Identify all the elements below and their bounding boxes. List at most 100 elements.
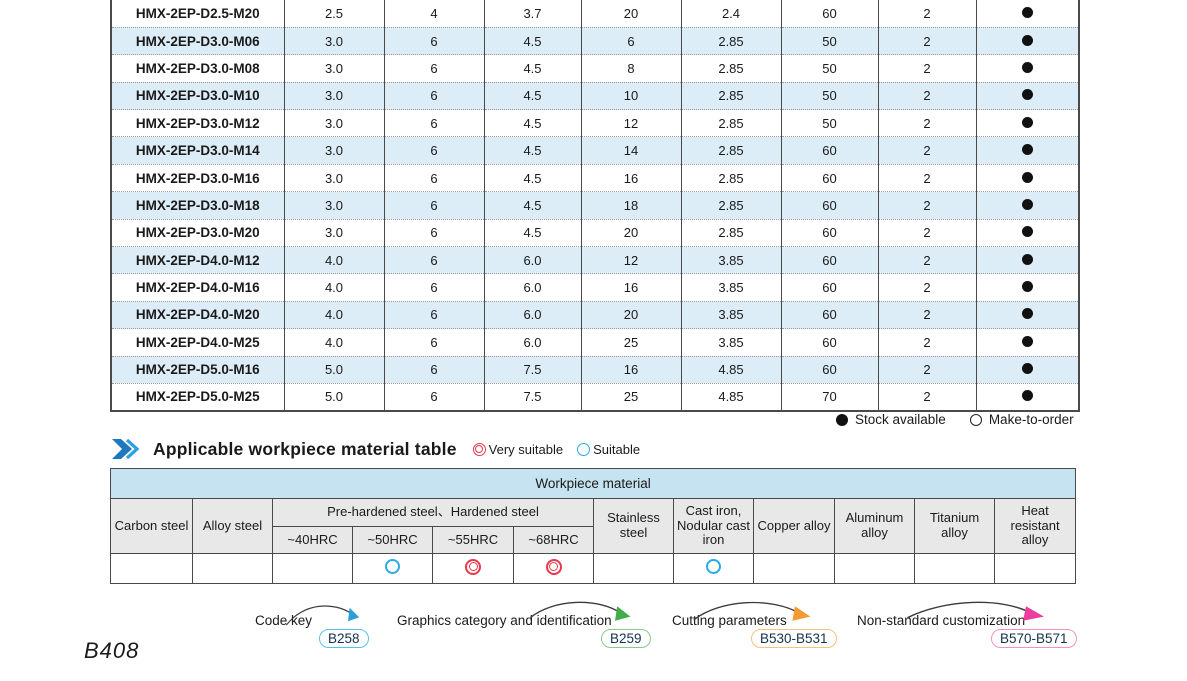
value-cell: 60 [781, 164, 879, 193]
very-suitable-label: Very suitable [488, 441, 564, 457]
value-cell: 2 [878, 164, 977, 193]
reference-arrow [286, 605, 360, 626]
value-cell: 4.5 [484, 136, 582, 165]
rating-cell-titanium [914, 553, 995, 584]
model-cell: HMX-2EP-D3.0-M14 [111, 136, 285, 165]
rating-cell-aluminum [834, 553, 915, 584]
col-titanium-alloy: Titanium alloy [914, 498, 995, 554]
col-copper-alloy: Copper alloy [753, 498, 835, 554]
stock-cell [976, 328, 1079, 357]
value-cell: 2 [878, 301, 977, 330]
suitable-icon [706, 559, 721, 575]
model-cell: HMX-2EP-D4.0-M25 [111, 328, 285, 357]
material-rating-row [110, 553, 1077, 584]
spec-table-body: HMX-2EP-D2.5-M20 2.5 4 3.7 20 2.4 60 2 HMX-2EP-D… [111, 0, 1079, 411]
reference-badge[interactable]: B570-B571 [991, 629, 1077, 648]
value-cell: 6.0 [484, 301, 582, 330]
value-cell: 2 [878, 82, 977, 111]
reference-badge[interactable]: B259 [601, 629, 651, 648]
value-cell: 3.0 [284, 136, 385, 165]
value-cell: 4.0 [284, 273, 385, 302]
value-cell: 8 [581, 54, 682, 83]
value-cell: 70 [781, 383, 879, 411]
col-cast-iron: Cast iron, Nodular cast iron [673, 498, 754, 554]
value-cell: 4.85 [681, 383, 782, 411]
stock-available-icon [1021, 363, 1033, 375]
value-cell: 60 [781, 301, 879, 330]
rating-cell-cast_iron [673, 553, 754, 584]
spec-row: HMX-2EP-D4.0-M25 4.0 6 6.0 25 3.85 60 2 [111, 328, 1079, 357]
spec-row: HMX-2EP-D3.0-M16 3.0 6 4.5 16 2.85 60 2 [111, 164, 1079, 193]
reference-label: Non-standard customization [857, 613, 1026, 628]
value-cell: 6 [384, 273, 485, 302]
value-cell: 4.5 [484, 27, 582, 56]
stock-available-icon [1021, 6, 1033, 18]
value-cell: 4.0 [284, 328, 385, 357]
stock-cell [976, 246, 1079, 275]
value-cell: 3.0 [284, 27, 385, 56]
value-cell: 2 [878, 219, 977, 248]
model-cell: HMX-2EP-D3.0-M10 [111, 82, 285, 111]
value-cell: 60 [781, 356, 879, 384]
col-alloy-steel: Alloy steel [192, 498, 273, 554]
model-cell: HMX-2EP-D5.0-M16 [111, 356, 285, 384]
value-cell: 2 [878, 27, 977, 56]
reference-badge[interactable]: B530-B531 [751, 629, 837, 648]
spec-row: HMX-2EP-D4.0-M16 4.0 6 6.0 16 3.85 60 2 [111, 273, 1079, 302]
reference-label: Cutting parameters [672, 613, 787, 628]
value-cell: 2 [878, 356, 977, 384]
value-cell: 6 [581, 27, 682, 56]
spec-row: HMX-2EP-D3.0-M18 3.0 6 4.5 18 2.85 60 2 [111, 191, 1079, 220]
value-cell: 60 [781, 191, 879, 220]
value-cell: 3.85 [681, 301, 782, 330]
value-cell: 3.0 [284, 219, 385, 248]
stock-cell [976, 82, 1079, 111]
spec-row: HMX-2EP-D3.0-M06 3.0 6 4.5 6 2.85 50 2 [111, 27, 1079, 56]
rating-cell-alloy [192, 553, 273, 584]
stock-available-label: Stock available [855, 412, 946, 427]
value-cell: 60 [781, 219, 879, 248]
stock-available-icon [1021, 61, 1033, 73]
model-cell: HMX-2EP-D3.0-M18 [111, 191, 285, 220]
double-chevron-icon [112, 438, 140, 460]
stock-cell [976, 219, 1079, 248]
rating-cell-stainless [593, 553, 674, 584]
value-cell: 3.0 [284, 164, 385, 193]
spec-row: HMX-2EP-D5.0-M25 5.0 6 7.5 25 4.85 70 2 [111, 383, 1079, 411]
reference-badge[interactable]: B258 [319, 629, 369, 648]
value-cell: 5.0 [284, 383, 385, 411]
value-cell: 4.5 [484, 82, 582, 111]
stock-available-icon [1021, 335, 1033, 347]
suitable-label: Suitable [593, 441, 641, 457]
value-cell: 4.5 [484, 191, 582, 220]
value-cell: 2.85 [681, 109, 782, 138]
value-cell: 14 [581, 136, 682, 165]
value-cell: 2 [878, 328, 977, 357]
suitable-icon [385, 559, 400, 575]
value-cell: 6 [384, 27, 485, 56]
model-cell: HMX-2EP-D3.0-M16 [111, 164, 285, 193]
col-stainless-steel: Stainless steel [593, 498, 674, 554]
rating-cell-carbon [110, 553, 193, 584]
value-cell: 6 [384, 191, 485, 220]
value-cell: 6 [384, 82, 485, 111]
value-cell: 50 [781, 109, 879, 138]
value-cell: 2 [878, 0, 977, 28]
value-cell: 6 [384, 383, 485, 411]
value-cell: 60 [781, 0, 879, 28]
value-cell: 6.0 [484, 273, 582, 302]
stock-cell [976, 383, 1079, 410]
rating-cell-hrc68 [513, 553, 594, 584]
value-cell: 4 [384, 0, 485, 28]
reference-arrow [693, 601, 811, 621]
rating-cell-copper [753, 553, 835, 584]
value-cell: 16 [581, 356, 682, 384]
spec-row: HMX-2EP-D3.0-M12 3.0 6 4.5 12 2.85 50 2 [111, 109, 1079, 138]
stock-cell [976, 136, 1079, 165]
model-cell: HMX-2EP-D4.0-M12 [111, 246, 285, 275]
value-cell: 6 [384, 54, 485, 83]
value-cell: 6 [384, 219, 485, 248]
value-cell: 2.85 [681, 164, 782, 193]
value-cell: 25 [581, 383, 682, 411]
stock-available-icon [1021, 253, 1033, 265]
